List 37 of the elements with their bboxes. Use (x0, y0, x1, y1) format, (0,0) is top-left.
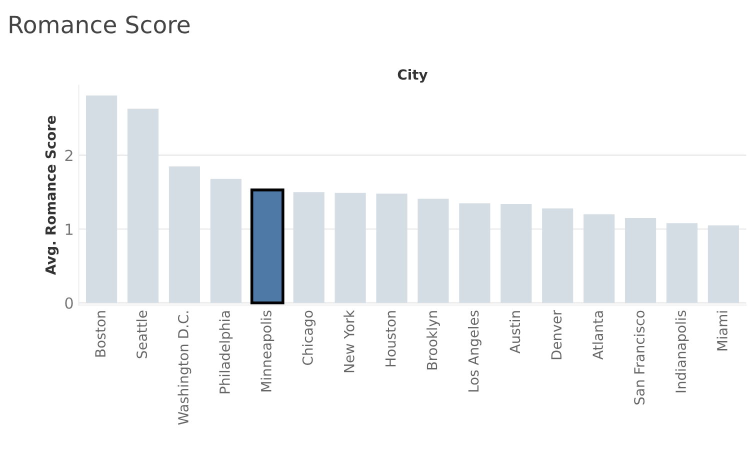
bar (127, 108, 159, 303)
x-tick-label: Miami (716, 311, 728, 350)
x-tick-label: Chicago (302, 310, 316, 365)
y-axis-title: Avg. Romance Score (45, 116, 59, 275)
bar (584, 214, 615, 303)
bar (624, 218, 656, 303)
x-tick-label: Minneapolis (260, 310, 274, 392)
bar (168, 166, 200, 303)
x-tick-label: Atlanta (592, 311, 604, 360)
bar (86, 95, 118, 303)
x-tick-label: Washington D.C. (178, 311, 192, 425)
bar (293, 192, 324, 303)
x-tick-label: New York (344, 310, 354, 372)
x-tick-label: Los Angeles (468, 310, 482, 392)
y-tick-label: 0 (65, 297, 73, 309)
x-tick-label: Seattle (136, 310, 148, 358)
bar (459, 203, 490, 303)
bar (376, 194, 408, 303)
x-axis-title: City (398, 69, 428, 83)
y-tick-label: 2 (65, 150, 72, 162)
x-tick-label: Houston (385, 311, 396, 366)
x-tick-label: Boston (95, 311, 106, 357)
x-tick-label: Brooklyn (426, 311, 440, 370)
bar (708, 225, 739, 303)
x-tick-label: Austin (509, 311, 520, 354)
bar (334, 192, 366, 303)
bar (210, 178, 242, 303)
bar (666, 223, 698, 303)
x-tick-label: Philadelphia (219, 311, 233, 394)
x-tick-label: Indianapolis (675, 310, 689, 392)
chart-title: Romance Score (10, 16, 190, 34)
x-tick-label: San Francisco (634, 310, 645, 404)
bar (418, 198, 449, 303)
x-tick-label: Denver (551, 310, 562, 360)
y-tick-label: 1 (66, 224, 72, 235)
bar (542, 208, 574, 303)
bar (500, 204, 532, 303)
